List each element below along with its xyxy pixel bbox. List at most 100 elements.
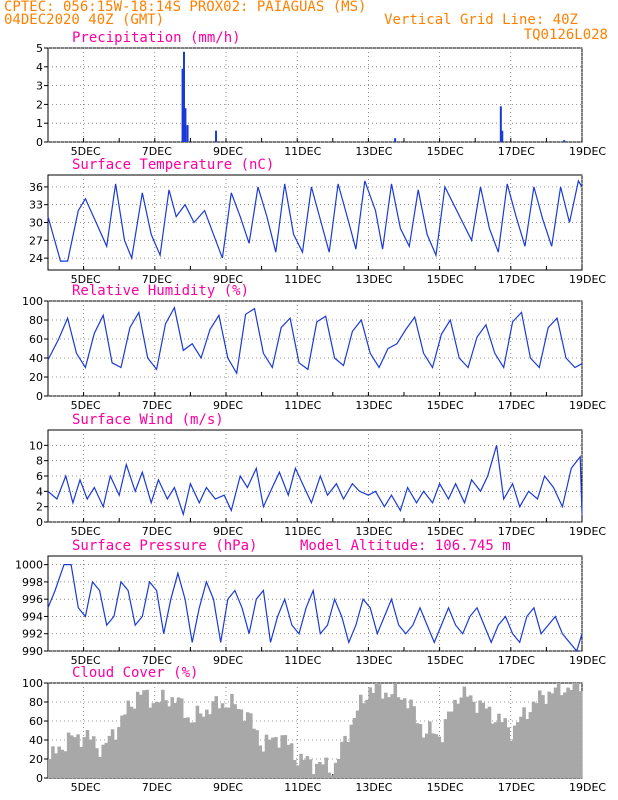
- cloud-bar: [330, 775, 335, 778]
- cloud-bar: [343, 735, 347, 778]
- cloud-bar: [198, 713, 203, 778]
- cloud-bar: [575, 683, 580, 778]
- cloud-bar: [481, 702, 486, 778]
- cloud-bar: [531, 701, 536, 778]
- y-tick-label: 994: [22, 610, 43, 623]
- cloud-bar: [418, 724, 423, 778]
- y-tick-label: 998: [22, 576, 43, 589]
- precip-bar: [563, 140, 566, 142]
- x-tick-label: 7DEC: [142, 781, 172, 794]
- y-tick-label: 20: [29, 371, 43, 384]
- y-tick-label: 100: [22, 295, 43, 308]
- cloud-bar: [239, 709, 244, 778]
- cloud-bar: [472, 701, 476, 778]
- x-tick-label: 13DEC: [355, 145, 392, 158]
- cloud-bar: [242, 720, 247, 778]
- y-tick-label: 100: [22, 677, 43, 690]
- cloud-bar: [283, 735, 288, 778]
- series-line: [47, 179, 583, 262]
- cloud-bar: [311, 774, 316, 778]
- x-tick-label: 17DEC: [498, 273, 535, 286]
- cloud-bar: [179, 698, 184, 778]
- y-tick-label: 40: [29, 734, 43, 747]
- cloud-bar: [164, 700, 168, 778]
- x-tick-label: 15DEC: [427, 525, 464, 538]
- cloud-bar: [277, 747, 281, 778]
- cloud-bar: [252, 728, 256, 778]
- grid-note: Vertical Grid Line: 40Z: [384, 12, 578, 28]
- x-tick-label: 11DEC: [284, 781, 321, 794]
- y-tick-label: 24: [29, 252, 43, 265]
- x-tick-label: 17DEC: [498, 654, 535, 667]
- x-tick-label: 7DEC: [142, 145, 172, 158]
- cloud-bar: [54, 753, 58, 778]
- panel-title: Precipitation (mm/h): [72, 30, 241, 46]
- cloud-bar: [503, 718, 508, 778]
- cloud-bar: [415, 723, 420, 778]
- cloud-bar: [365, 699, 369, 778]
- cloud-bar: [214, 696, 219, 778]
- cloud-bar: [406, 708, 410, 778]
- cloud-bar: [459, 697, 464, 778]
- cloud-bar: [578, 691, 583, 778]
- x-tick-label: 19DEC: [569, 654, 606, 667]
- cloud-bar: [233, 704, 237, 778]
- x-tick-label: 9DEC: [213, 525, 243, 538]
- panel-subtitle: Model Altitude: 106.745 m: [300, 538, 511, 554]
- series-line: [47, 305, 583, 375]
- cloud-bar: [120, 715, 124, 778]
- cloud-bar: [69, 735, 74, 778]
- cloud-bar: [145, 689, 149, 778]
- cloud-bar: [129, 706, 134, 778]
- cloud-bar: [556, 683, 561, 778]
- cloud-bar: [512, 725, 517, 778]
- cloud-bar: [538, 690, 542, 778]
- cloud-bar: [550, 693, 555, 778]
- cloud-bar: [98, 756, 102, 778]
- cloud-bar: [553, 687, 558, 778]
- cloud-bar: [362, 703, 366, 778]
- cloud-bar: [73, 737, 77, 778]
- y-tick-label: 27: [29, 234, 43, 247]
- cloud-bar: [186, 717, 190, 778]
- cloud-bar: [450, 711, 454, 778]
- cloud-bar: [217, 708, 222, 778]
- cloud-bar: [101, 744, 105, 778]
- cloud-bar: [402, 698, 407, 778]
- precip-bar: [499, 106, 502, 142]
- x-tick-label: 9DEC: [213, 399, 243, 412]
- y-tick-label: 60: [29, 333, 43, 346]
- cloud-bar: [79, 746, 83, 778]
- y-tick-label: 10: [29, 439, 43, 452]
- cloud-bar: [289, 743, 294, 778]
- y-tick-label: 4: [36, 485, 43, 498]
- cloud-bar: [440, 742, 445, 778]
- cloud-bar: [63, 751, 68, 778]
- cloud-bar: [465, 696, 470, 778]
- cloud-bar: [500, 722, 504, 778]
- cloud-bar: [267, 739, 272, 778]
- x-tick-label: 17DEC: [498, 781, 535, 794]
- cloud-bar: [333, 762, 338, 778]
- y-tick-label: 0: [36, 516, 43, 529]
- x-tick-label: 11DEC: [284, 525, 321, 538]
- x-tick-label: 11DEC: [284, 654, 321, 667]
- cloud-bar: [484, 708, 489, 778]
- cloud-bar: [468, 695, 473, 778]
- x-tick-label: 13DEC: [355, 781, 392, 794]
- x-tick-label: 15DEC: [427, 145, 464, 158]
- y-tick-label: 2: [36, 98, 43, 111]
- y-tick-label: 996: [22, 593, 43, 606]
- x-tick-label: 15DEC: [427, 399, 464, 412]
- cloud-bar: [428, 721, 432, 778]
- cloud-bar: [176, 697, 181, 778]
- header-line-2: 04DEC2020 40Z (GMT): [4, 12, 165, 28]
- x-tick-label: 13DEC: [355, 525, 392, 538]
- cloud-bar: [393, 683, 398, 778]
- cloud-bar: [154, 701, 159, 778]
- cloud-bar: [110, 729, 115, 778]
- y-tick-label: 1000: [15, 559, 43, 572]
- cloud-bar: [305, 756, 310, 778]
- y-tick-label: 60: [29, 715, 43, 728]
